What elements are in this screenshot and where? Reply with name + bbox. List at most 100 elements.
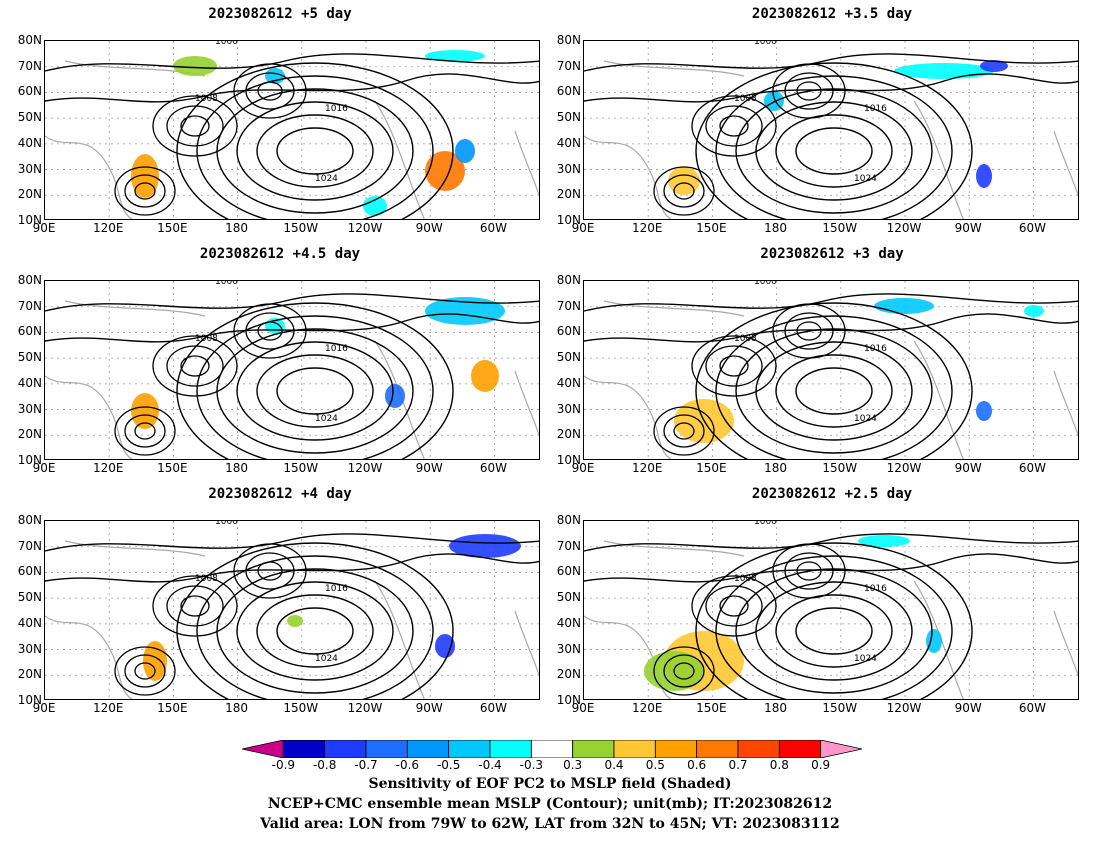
lon-tick-label: 90E <box>571 701 595 715</box>
contour-label: 1024 <box>315 174 338 184</box>
lon-tick-label: 120W <box>347 461 383 475</box>
lon-tick-label: 90W <box>954 461 982 475</box>
lon-tick-label: 180 <box>225 701 249 715</box>
lat-tick-label: 70N <box>17 298 42 313</box>
panel-title-p1: 2023082612 +5 day <box>208 6 352 22</box>
colorbar-swatch <box>820 740 862 758</box>
colorbar-svg <box>242 740 862 758</box>
lat-tick-label: 30N <box>17 641 42 656</box>
lon-tick-label: 90E <box>571 461 595 475</box>
lat-tick-label: 50N <box>556 350 581 365</box>
colorbar-tick-label: 0.3 <box>563 758 583 772</box>
lon-tick-label: 180 <box>225 221 249 235</box>
lat-tick-label: 60N <box>556 84 581 99</box>
lon-tick-label: 120E <box>92 461 124 475</box>
lat-tick-label: 60N <box>556 564 581 579</box>
lon-tick-label: 150E <box>696 461 727 475</box>
colorbar-swatch <box>572 740 615 758</box>
lat-tick-label: 20N <box>17 427 42 442</box>
lat-tick-label: 80N <box>17 273 42 287</box>
lat-tick-label: 20N <box>17 667 42 682</box>
lon-tick-label: 90E <box>571 221 595 235</box>
contour-label: 1008 <box>195 94 218 104</box>
contour-label: 1000 <box>215 521 238 527</box>
lon-tick-label: 90W <box>954 701 982 715</box>
contour-label: 1008 <box>734 94 757 104</box>
lon-tick-label: 150W <box>283 701 319 715</box>
colorbar-tick-label: 0.7 <box>728 758 748 772</box>
lon-tick-label: 60W <box>1018 221 1046 235</box>
lat-tick-label: 20N <box>17 187 42 202</box>
lat-tick-label: 70N <box>17 538 42 553</box>
colorbar-swatch <box>696 740 739 758</box>
contour-label: 1016 <box>864 584 887 594</box>
lon-tick-label: 150W <box>822 221 858 235</box>
colorbar-swatch <box>282 740 326 758</box>
lon-tick-label: 120E <box>92 221 124 235</box>
lat-tick-label: 50N <box>17 590 42 605</box>
colorbar-swatch <box>242 740 284 758</box>
contour-label: 1008 <box>195 574 218 584</box>
lon-tick-label: 120E <box>631 461 663 475</box>
lon-tick-label: 150W <box>822 461 858 475</box>
lat-tick-label: 40N <box>556 615 581 630</box>
colorbar-tick-label: -0.4 <box>478 758 502 772</box>
map-svg: 1000 1008 1016 1024 <box>45 521 539 699</box>
lat-tick-label: 80N <box>556 273 581 287</box>
lon-tick-label: 150E <box>157 221 188 235</box>
lat-tick-label: 20N <box>556 427 581 442</box>
map-panel-p4: 1000 1008 1016 1024 <box>583 280 1079 460</box>
lat-tick-label: 30N <box>556 161 581 176</box>
map-panel-p2: 1000 1008 1016 1024 <box>583 40 1079 220</box>
lon-tick-label: 150E <box>157 701 188 715</box>
lon-tick-label: 90W <box>415 221 443 235</box>
contour-label: 1008 <box>734 334 757 344</box>
map-svg: 1000 1008 1016 1024 <box>584 41 1078 219</box>
colorbar-tick-label: 0.6 <box>687 758 707 772</box>
panel-title-p5: 2023082612 +4 day <box>208 486 352 502</box>
contour-label: 1016 <box>325 104 348 114</box>
contour-label: 1000 <box>215 41 238 47</box>
map-svg: 1000 1008 1016 1024 <box>584 521 1078 699</box>
lon-tick-label: 60W <box>479 461 507 475</box>
lat-tick-label: 70N <box>556 538 581 553</box>
lon-tick-label: 150W <box>283 461 319 475</box>
lat-tick-label: 10N <box>17 453 42 467</box>
lat-tick-label: 50N <box>556 110 581 125</box>
lat-tick-label: 80N <box>556 33 581 47</box>
lon-tick-label: 150W <box>822 701 858 715</box>
colorbar-tick-label: -0.3 <box>519 758 544 772</box>
colorbar-swatch <box>778 740 822 758</box>
lon-tick-label: 120W <box>347 701 383 715</box>
colorbar-tick-label: 0.9 <box>811 758 831 772</box>
colorbar-swatch <box>613 740 656 758</box>
lat-tick-label: 10N <box>556 693 581 707</box>
lat-tick-label: 20N <box>556 667 581 682</box>
contour-label: 1016 <box>325 584 348 594</box>
lon-tick-label: 120E <box>631 701 663 715</box>
colorbar-swatch <box>324 740 367 758</box>
lon-tick-label: 180 <box>764 461 788 475</box>
lon-tick-label: 90W <box>415 701 443 715</box>
contour-label: 1008 <box>734 574 757 584</box>
colorbar-tick-label: -0.6 <box>395 758 420 772</box>
contour-label: 1000 <box>754 521 777 527</box>
lat-tick-label: 30N <box>17 401 42 416</box>
colorbar-tick-label: 0.4 <box>604 758 624 772</box>
lon-tick-label: 120W <box>886 221 922 235</box>
colorbar-swatch <box>654 740 698 758</box>
lon-tick-label: 90E <box>32 221 56 235</box>
lat-tick-label: 20N <box>556 187 581 202</box>
lon-tick-label: 120W <box>347 221 383 235</box>
panel-title-p2: 2023082612 +3.5 day <box>751 6 913 22</box>
lon-tick-label: 90E <box>32 461 56 475</box>
colorbar-tick-label: 0.8 <box>769 758 789 772</box>
lat-tick-label: 10N <box>556 213 581 227</box>
lat-tick-label: 40N <box>556 375 581 390</box>
map-svg: 1000 1008 1016 1024 <box>45 41 539 219</box>
panel-title-p6: 2023082612 +2.5 day <box>751 486 913 502</box>
lat-tick-label: 60N <box>17 84 42 99</box>
contour-label: 1000 <box>215 281 238 287</box>
lat-tick-label: 10N <box>556 453 581 467</box>
colorbar-tick-label: -0.7 <box>354 758 378 772</box>
